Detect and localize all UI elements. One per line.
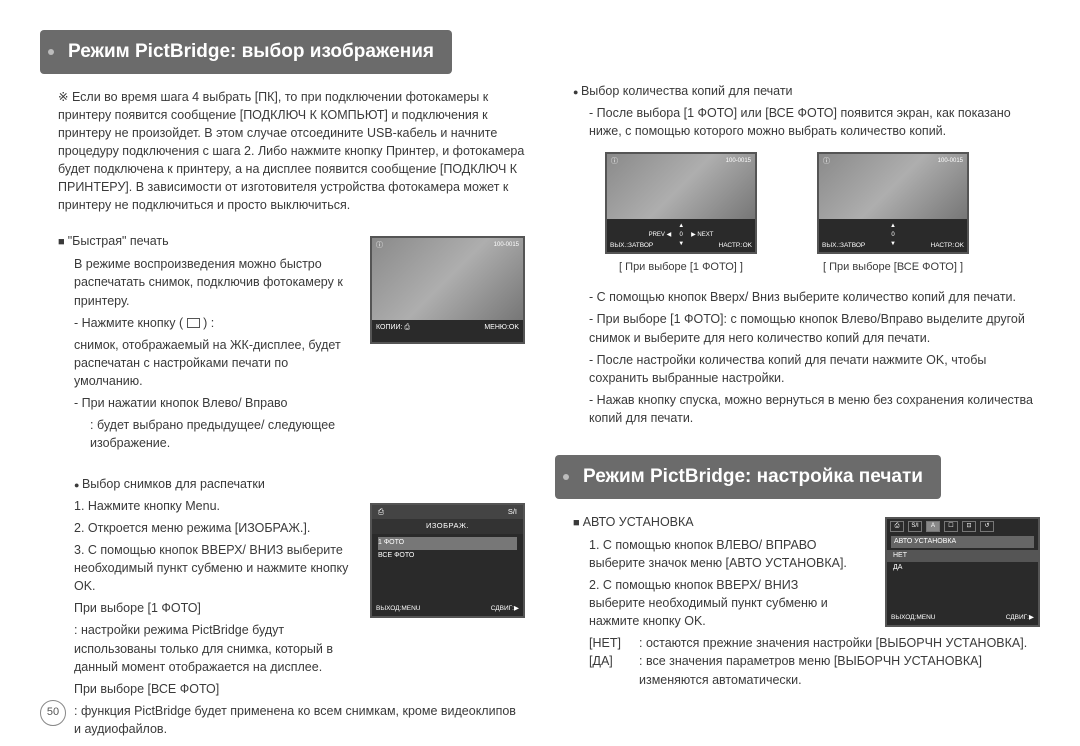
lcd-da: ДА <box>887 562 1038 574</box>
printer-icon <box>187 318 200 328</box>
sel-step1: 1. Нажмите кнопку Menu. <box>40 497 350 515</box>
at-one-desc: : настройки режима PictBridge будут испо… <box>40 621 350 675</box>
page-number: 50 <box>40 700 66 726</box>
copies-title: Выбор количества копий для печати <box>555 82 1040 100</box>
lcd-exit-menu: ВЫХОД:MENU <box>376 604 420 613</box>
header1-text: Режим PictBridge: выбор изображения <box>58 41 434 62</box>
copies-b1: - С помощью кнопок Вверх/ Вниз выберите … <box>555 288 1040 306</box>
thumbnail-pair: ⓘ 100-0015 PREV ◀ ▲0▼ ▶ NEXT ВЫХ.:ЗАТВОР… <box>605 152 1040 276</box>
at-one: При выборе [1 ФОТО] <box>40 599 350 617</box>
caption-all: [ При выборе [ВСЕ ФОТО] ] <box>817 260 969 276</box>
lcd-auto-title: АВТО УСТАНОВКА <box>891 536 1034 548</box>
lcd-copies-label: КОПИИ: ⎙ <box>376 323 410 333</box>
sel-step2: 2. Откроется меню режима [ИЗОБРАЖ.]. <box>40 519 350 537</box>
quick-lr-desc: : будет выбрано предыдущее/ следующее из… <box>40 416 360 452</box>
at-all-desc: : функция PictBridge будет применена ко … <box>40 702 525 738</box>
sel-step3: 3. С помощью кнопок ВВЕРХ/ ВНИЗ выберите… <box>40 541 350 595</box>
lcd-shift: СДВИГ:▶ <box>491 604 519 613</box>
quick-press-desc: снимок, отображаемый на ЖК-дисплее, буде… <box>40 336 360 390</box>
copies-desc: - После выбора [1 ФОТО] или [ВСЕ ФОТО] п… <box>555 104 1040 140</box>
copies-b4: - Нажав кнопку спуска, можно вернуться в… <box>555 391 1040 427</box>
right-column: Выбор количества копий для печати - Посл… <box>555 30 1040 742</box>
lcd-img-number: 100-0015 <box>494 241 519 250</box>
at-all: При выборе [ВСЕ ФОТО] <box>40 680 525 698</box>
lcd-menu-ok: МЕНЮ:OK <box>484 323 519 333</box>
auto-step1: 1. С помощью кнопок ВЛЕВО/ ВПРАВО выбери… <box>555 536 855 572</box>
select-photos-title: Выбор снимков для распечатки <box>40 475 525 493</box>
quick-lr: - При нажатии кнопок Влево/ Вправо <box>40 394 360 412</box>
lcd-one-photo: 1 ФОТО <box>378 537 517 549</box>
lcd-quick-print: ⓘ 100-0015 КОПИИ: ⎙ МЕНЮ:OK <box>370 236 525 344</box>
caption-one: [ При выборе [1 ФОТО] ] <box>605 260 757 276</box>
quick-p1: В режиме воспроизведения можно быстро ра… <box>40 255 360 309</box>
def-no: [НЕТ] : остаются прежние значения настро… <box>589 634 1040 652</box>
header2-text: Режим PictBridge: настройка печати <box>573 466 923 487</box>
lcd-menu-title: ИЗОБРАЖ. <box>372 519 523 534</box>
lcd-info-icon: ⓘ <box>376 241 383 251</box>
def-yes: [ДА] : все значения параметров меню [ВЫБ… <box>589 652 1040 688</box>
intro-text: Если во время шага 4 выбрать [ПК], то пр… <box>40 88 525 215</box>
lcd-one-photo-screen: ⓘ 100-0015 PREV ◀ ▲0▼ ▶ NEXT ВЫХ.:ЗАТВОР… <box>605 152 757 254</box>
quick-press: - Нажмите кнопку ( ) : <box>40 314 360 332</box>
lcd-auto-setup: ⎙S/IА☐⊡↺ АВТО УСТАНОВКА НЕТ ДА ВЫХОД:MEN… <box>885 517 1040 627</box>
section-header-print: Режим PictBridge: настройка печати <box>555 455 941 499</box>
auto-step2: 2. С помощью кнопок ВВЕРХ/ ВНИЗ выберите… <box>555 576 855 630</box>
copies-b3: - После настройки количества копий для п… <box>555 351 1040 387</box>
lcd-image-menu: ⎙S/I ИЗОБРАЖ. 1 ФОТО ВСЕ ФОТО ВЫХОД:MENU… <box>370 503 525 618</box>
lcd-all-photo-screen: ⓘ 100-0015 ▲0▼ ВЫХ.:ЗАТВОР НАСТР.:OK <box>817 152 969 254</box>
left-column: Режим PictBridge: выбор изображения Если… <box>40 30 525 742</box>
section-header-select: Режим PictBridge: выбор изображения <box>40 30 452 74</box>
lcd-net: НЕТ <box>887 550 1038 562</box>
lcd-all-photo: ВСЕ ФОТО <box>378 550 517 562</box>
copies-b2: - При выборе [1 ФОТО]: с помощью кнопок … <box>555 310 1040 346</box>
